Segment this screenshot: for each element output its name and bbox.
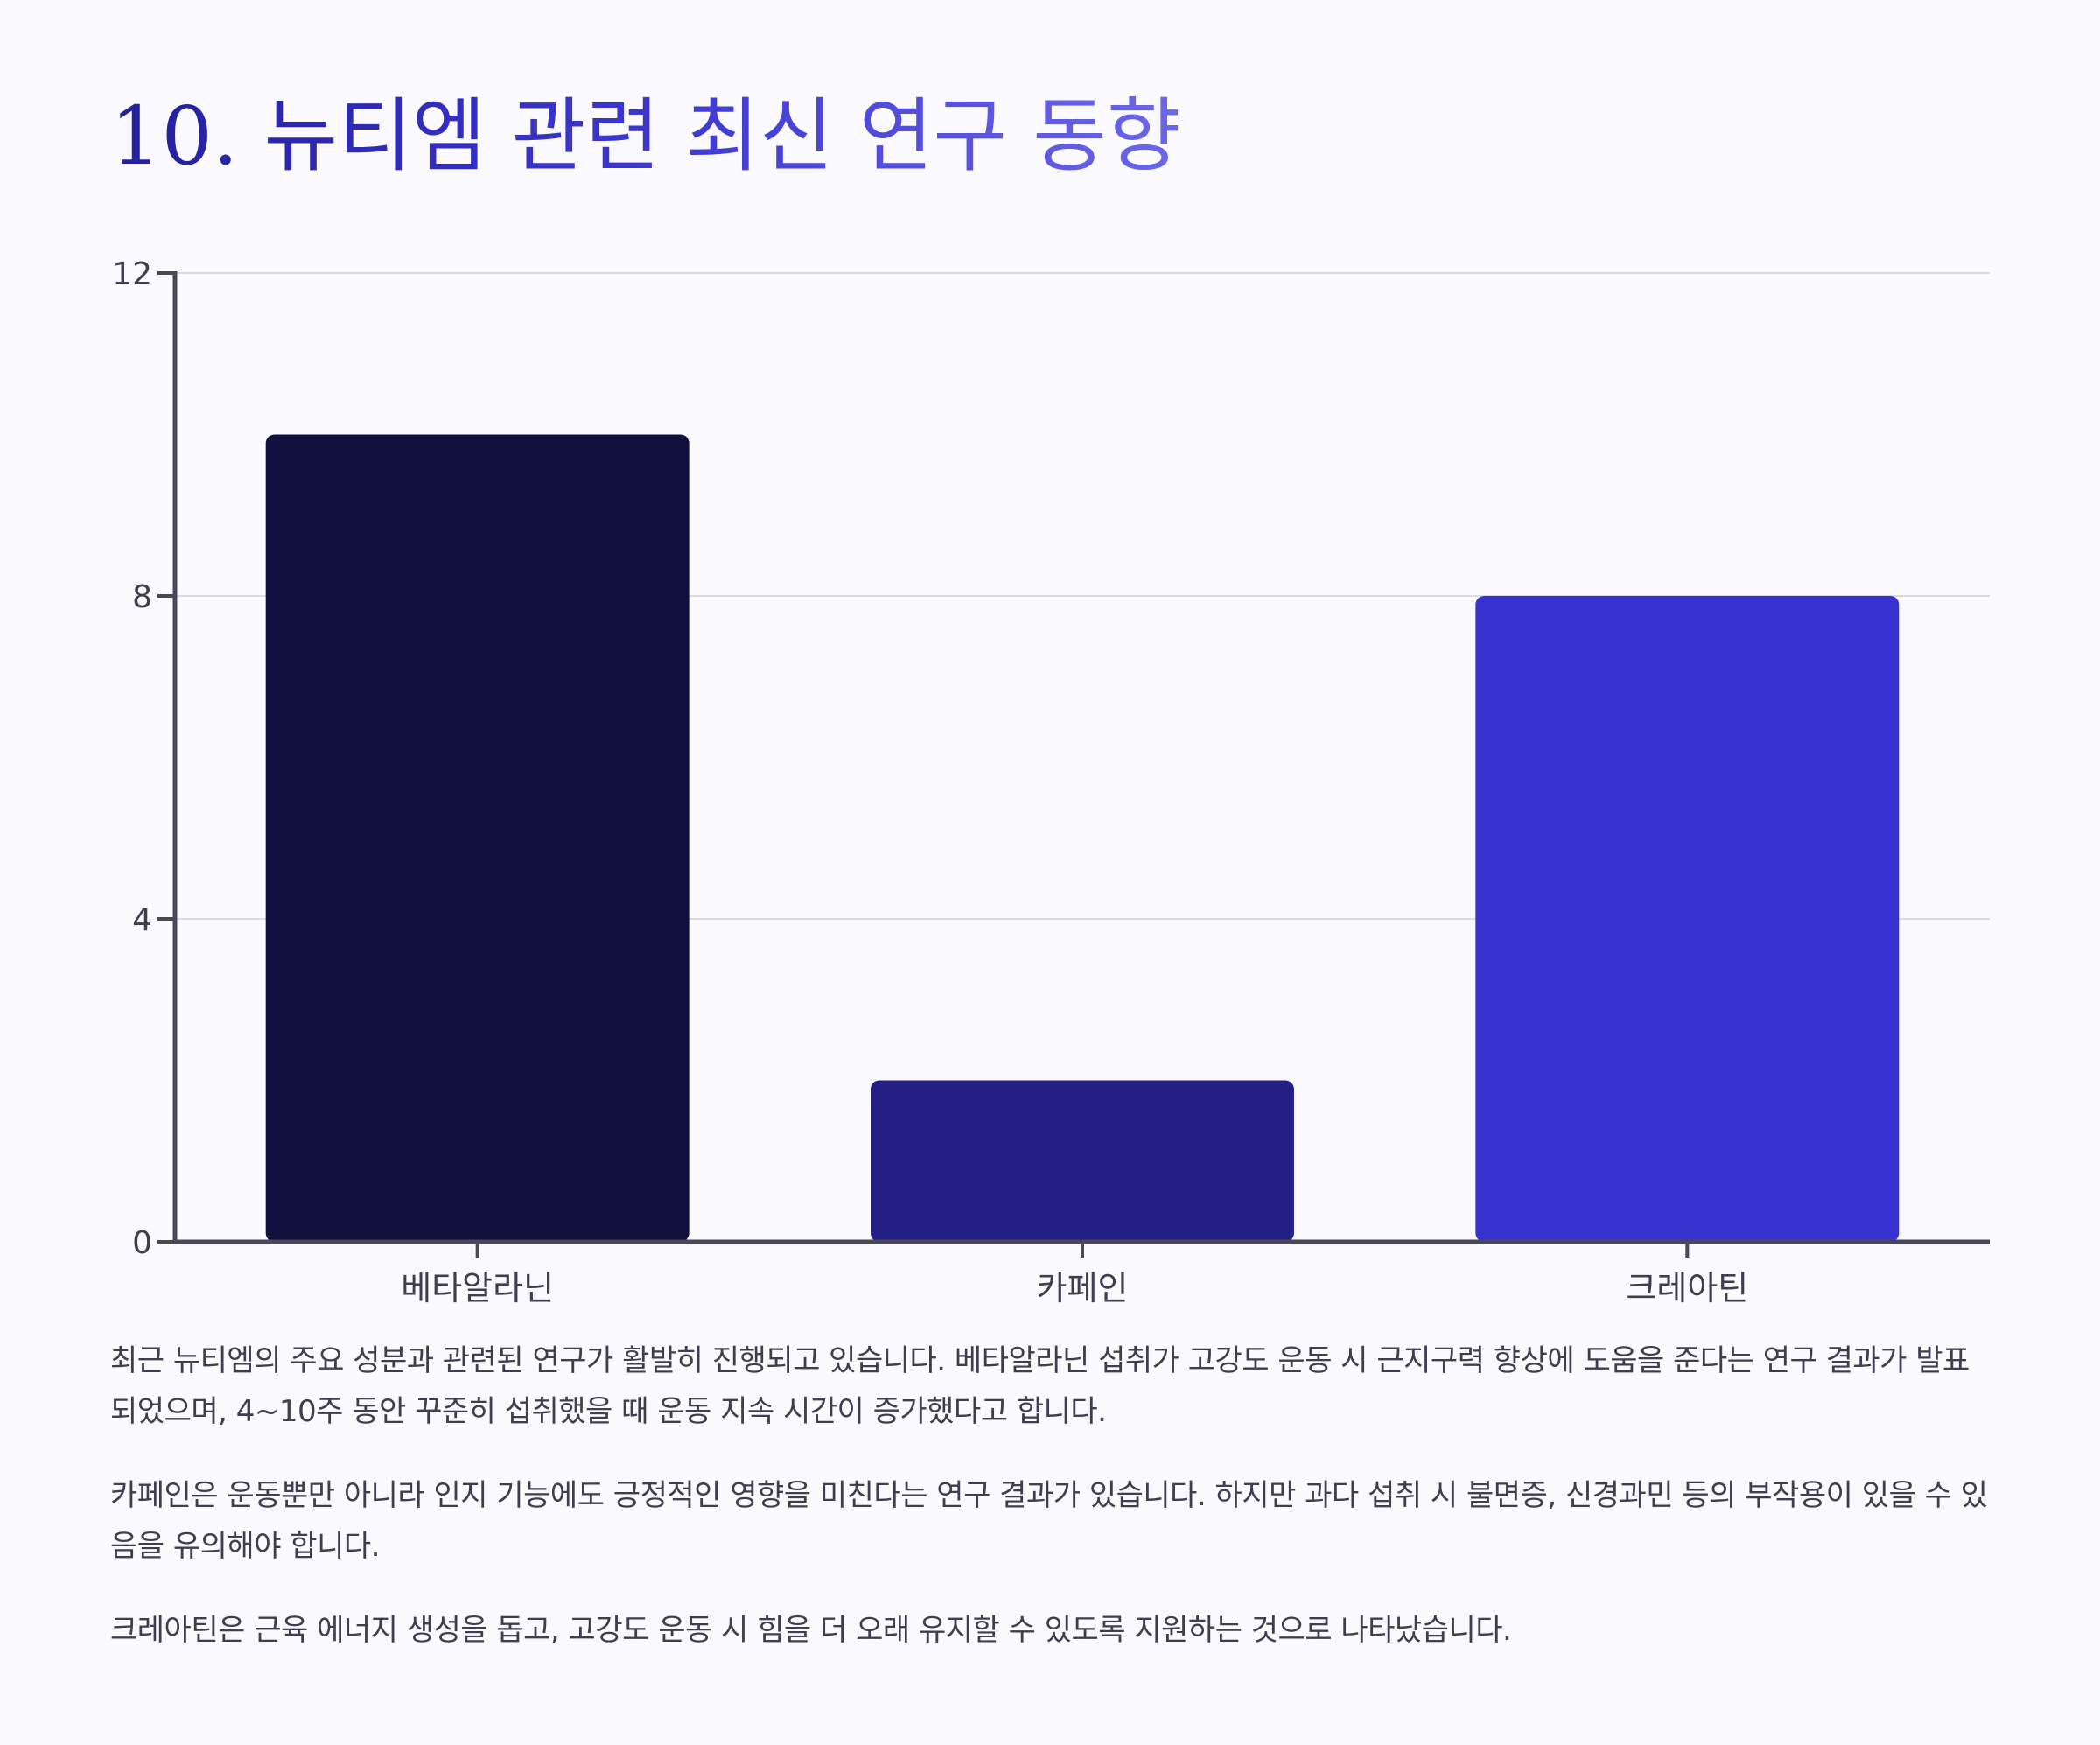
paragraph-caffeine: 카페인은 운동뿐만 아니라 인지 기능에도 긍정적인 영향을 미친다는 연구 결… (110, 1478, 1988, 1564)
description-section: 최근 뉴티엠의 주요 성분과 관련된 연구가 활발히 진행되고 있습니다. 베타… (110, 1335, 1992, 1689)
y-tick-label-0: 0 (132, 1225, 152, 1261)
bar-3 (1475, 596, 1900, 1242)
x-tick-label-1: 베타알라닌 (401, 1269, 554, 1307)
paragraph-beta-alanine: 최근 뉴티엠의 주요 성분과 관련된 연구가 활발히 진행되고 있습니다. 베타… (110, 1343, 1970, 1429)
y-tick-label-4: 4 (132, 902, 152, 938)
y-tick-label-12: 12 (112, 256, 152, 292)
paragraph-creatine: 크레아틴은 근육 에너지 생성을 돕고, 고강도 운동 시 힘을 더 오래 유지… (110, 1613, 1512, 1648)
bar-1 (265, 434, 690, 1242)
bar-chart: 0 4 8 12 베타알라닌 카페인 크레아틴 (112, 256, 1990, 1307)
y-tick-label-8: 8 (132, 579, 152, 615)
bar-2 (871, 1080, 1294, 1242)
page-title: 10. 뉴티엠 관련 최신 연구 동향 (110, 84, 1181, 189)
x-tick-label-2: 카페인 (1037, 1269, 1129, 1307)
x-tick-label-3: 크레아틴 (1626, 1269, 1748, 1307)
